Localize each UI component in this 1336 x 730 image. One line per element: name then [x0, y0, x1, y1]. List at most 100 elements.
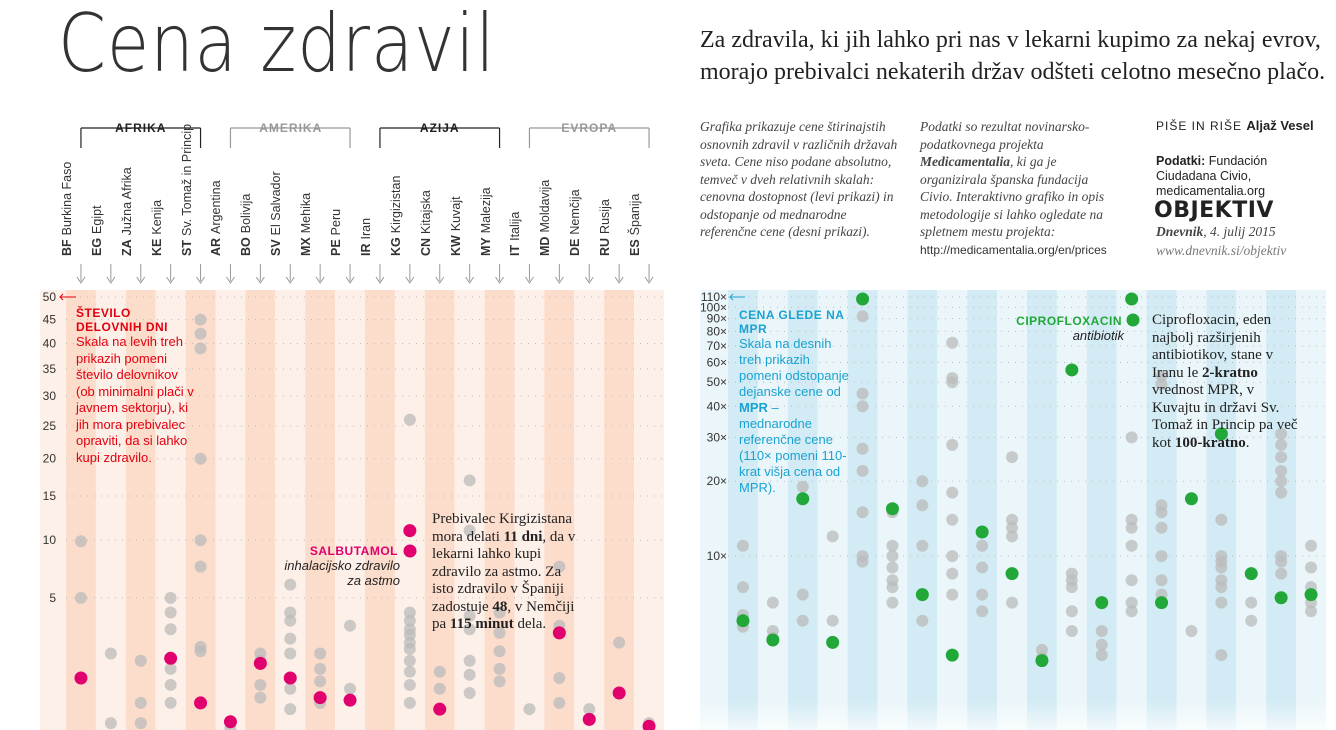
- right-dot: [886, 581, 899, 594]
- left-dot: [164, 623, 177, 636]
- right-dot: [1215, 649, 1228, 662]
- right-dot: [1006, 530, 1019, 543]
- right-column-band: [997, 290, 1027, 730]
- left-highlight-dot-de: [582, 712, 596, 726]
- right-dot: [826, 614, 839, 627]
- right-highlight-dot-st: [856, 292, 870, 306]
- source-url[interactable]: http://medicamentalia.org/en/prices: [920, 242, 1107, 257]
- left-dot: [254, 678, 267, 691]
- left-dot: [553, 560, 566, 573]
- country-arrowhead: [196, 276, 205, 284]
- right-column-band: [967, 290, 998, 730]
- right-dot: [1215, 513, 1228, 526]
- right-column-band: [1296, 290, 1326, 730]
- salbutamol-label: SALBUTAMOL inhalacijsko zdravilo za astm…: [284, 544, 400, 588]
- left-highlight-dot-sv: [283, 671, 297, 685]
- right-highlight-dot-es: [1304, 588, 1318, 602]
- right-scale-body: Skala na desnih treh prikazih pomeni ods…: [739, 336, 849, 495]
- right-dot: [1125, 539, 1138, 552]
- right-dot: [916, 475, 929, 488]
- left-dot: [613, 636, 626, 649]
- right-dot: [1006, 451, 1019, 464]
- right-dot: [886, 539, 899, 552]
- country-arrowhead: [614, 276, 624, 284]
- country-arrowhead: [106, 276, 116, 284]
- right-column-band: [1056, 290, 1087, 730]
- sources: Podatki: Fundación Ciudadana Civio, medi…: [1156, 154, 1268, 198]
- right-dot: [1065, 605, 1078, 618]
- left-dot: [164, 591, 177, 604]
- publication-logo: OBJEKTIV: [1154, 198, 1274, 223]
- right-column-band: [817, 290, 848, 730]
- country-arrowhead: [495, 276, 504, 284]
- left-dot: [553, 671, 566, 684]
- left-dot: [164, 662, 177, 675]
- right-highlight-dot-ke: [826, 635, 840, 649]
- right-dot: [946, 486, 959, 499]
- right-tick-label: 90×: [707, 312, 727, 326]
- right-dot: [766, 596, 779, 609]
- right-dot: [916, 614, 929, 627]
- left-dot: [164, 606, 177, 619]
- right-column-band: [787, 290, 818, 730]
- left-dot: [493, 645, 506, 658]
- right-dot: [946, 376, 959, 389]
- right-dot: [946, 336, 959, 349]
- right-dot: [946, 567, 959, 580]
- right-dot: [796, 480, 809, 493]
- left-dot: [164, 696, 177, 709]
- left-dot: [463, 687, 476, 699]
- right-highlight-dot-ir: [1035, 654, 1049, 668]
- left-highlight-dot-ar: [223, 715, 237, 729]
- left-column-band: [335, 290, 365, 730]
- right-tick-label: 30×: [707, 430, 727, 444]
- right-dot: [1275, 567, 1288, 580]
- country-arrowhead: [285, 276, 295, 284]
- right-dot: [1155, 369, 1168, 382]
- right-tick-label: 70×: [707, 339, 727, 353]
- right-dot: [736, 581, 749, 594]
- right-tick-label: 50×: [707, 375, 727, 389]
- country-arrowhead: [554, 276, 564, 284]
- left-dot: [463, 623, 476, 636]
- publication-site[interactable]: www.dnevnik.si/objektiv: [1156, 243, 1287, 258]
- left-dot: [194, 342, 207, 355]
- left-column-band: [66, 290, 96, 730]
- right-dot: [1125, 596, 1138, 609]
- right-highlight-dot-kw: [1125, 292, 1139, 306]
- left-tick-label: 10: [43, 533, 57, 547]
- right-tick-label: 100×: [700, 300, 727, 314]
- left-dot: [284, 682, 297, 695]
- left-highlight-dot-ru: [612, 686, 626, 700]
- right-dot: [946, 588, 959, 601]
- right-dot: [856, 387, 869, 400]
- right-dot: [856, 442, 869, 455]
- left-dot: [553, 696, 566, 709]
- right-dot: [976, 539, 989, 552]
- country-arrowhead: [525, 276, 534, 284]
- left-dot: [134, 654, 147, 667]
- right-column-band: [1116, 290, 1147, 730]
- right-dot: [1095, 624, 1108, 637]
- left-highlight-dot-st: [194, 696, 208, 710]
- right-highlight-dot-my: [1155, 596, 1169, 610]
- left-dot: [463, 668, 476, 681]
- right-dot: [1095, 638, 1108, 651]
- left-dot: [194, 534, 207, 547]
- left-dot: [403, 696, 416, 709]
- right-dot: [1185, 624, 1198, 637]
- right-dot: [1095, 649, 1108, 662]
- country-arrowhead: [644, 276, 654, 284]
- right-dot: [1155, 574, 1168, 587]
- right-highlight-dot-ru: [1274, 591, 1288, 605]
- country-arrowhead: [315, 276, 325, 284]
- left-dot: [194, 327, 207, 340]
- left-dot: [493, 662, 506, 675]
- right-dot: [1305, 539, 1318, 552]
- right-dot: [916, 499, 929, 512]
- left-dot: [433, 682, 446, 695]
- right-dot: [1245, 614, 1258, 627]
- left-dot: [463, 474, 476, 487]
- right-scale-title: CENA GLEDE NA MPR: [739, 308, 844, 336]
- right-dot: [856, 310, 869, 323]
